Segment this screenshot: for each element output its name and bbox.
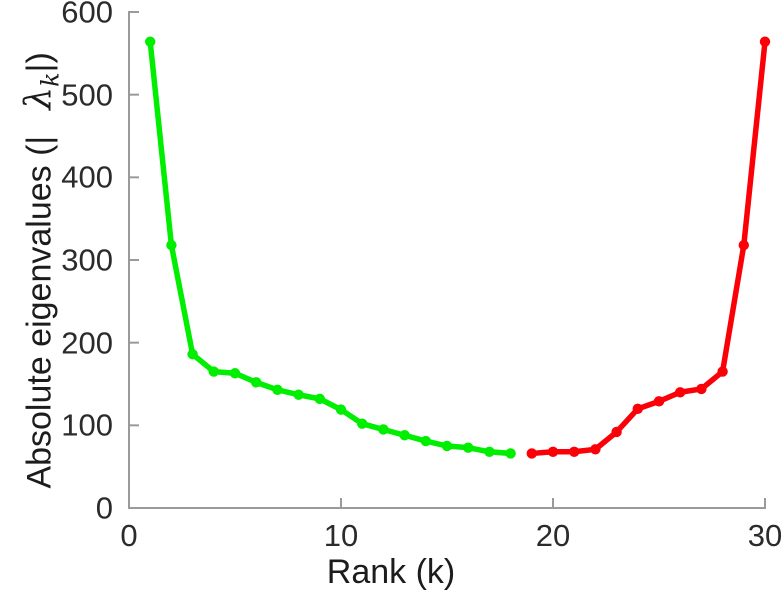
- x-axis-label: Rank (k): [326, 553, 456, 591]
- data-point-marker: [590, 444, 601, 455]
- data-series-group: [145, 36, 771, 459]
- data-point-marker: [611, 426, 622, 438]
- data-point-marker: [717, 366, 728, 377]
- y-tick-label: 400: [61, 159, 113, 195]
- axes: [128, 11, 766, 509]
- data-point-marker: [145, 36, 156, 47]
- data-point-marker: [569, 446, 580, 457]
- series-line-1: [529, 39, 768, 457]
- y-axis-label-prefix: Absolute eigenvalues (|: [20, 135, 59, 489]
- x-tick-label: 0: [120, 518, 138, 553]
- data-point-marker: [357, 418, 368, 429]
- x-tick-label: 10: [323, 518, 359, 553]
- y-axis-ticks: [129, 11, 139, 509]
- data-point-marker: [505, 448, 516, 459]
- data-point-marker: [696, 383, 707, 395]
- y-tick-label: 600: [61, 0, 113, 30]
- y-tick-label: 0: [95, 490, 113, 526]
- data-point-marker: [378, 424, 389, 435]
- lambda-subscript: k: [36, 72, 65, 87]
- data-point-marker: [547, 446, 559, 457]
- data-point-marker: [675, 387, 686, 398]
- data-point-marker: [420, 435, 431, 447]
- data-point-marker: [463, 442, 474, 453]
- data-point-marker: [441, 440, 453, 452]
- y-tick-label: 300: [61, 242, 113, 278]
- data-point-marker: [166, 239, 177, 251]
- x-axis-ticks: [128, 498, 766, 508]
- series-1: [526, 36, 771, 459]
- x-tick-label: 20: [535, 518, 571, 553]
- lambda-symbol: λ: [18, 86, 60, 110]
- y-tick-label: 100: [61, 407, 113, 443]
- data-point-marker: [208, 366, 219, 377]
- data-point-marker: [251, 377, 262, 388]
- data-point-marker: [229, 368, 241, 379]
- data-point-marker: [653, 396, 665, 407]
- data-point-marker: [399, 430, 410, 441]
- y-axis-label: Absolute eigenvalues (| λk|): [18, 0, 65, 550]
- data-point-marker: [314, 393, 325, 405]
- data-point-marker: [759, 36, 771, 47]
- data-point-marker: [632, 403, 643, 414]
- data-point-marker: [335, 404, 347, 415]
- y-axis-label-suffix: |): [20, 52, 59, 73]
- data-point-marker: [272, 384, 283, 395]
- data-point-marker: [526, 448, 537, 459]
- series-0: [145, 36, 516, 459]
- axis-lines: [128, 11, 766, 509]
- data-point-marker: [484, 446, 495, 457]
- x-tick-label: 30: [747, 518, 782, 553]
- data-point-marker: [293, 389, 304, 400]
- data-point-marker: [187, 349, 198, 360]
- data-point-marker: [738, 239, 749, 251]
- series-line-0: [147, 39, 514, 457]
- y-tick-label: 200: [61, 325, 113, 361]
- y-tick-label: 500: [61, 77, 113, 113]
